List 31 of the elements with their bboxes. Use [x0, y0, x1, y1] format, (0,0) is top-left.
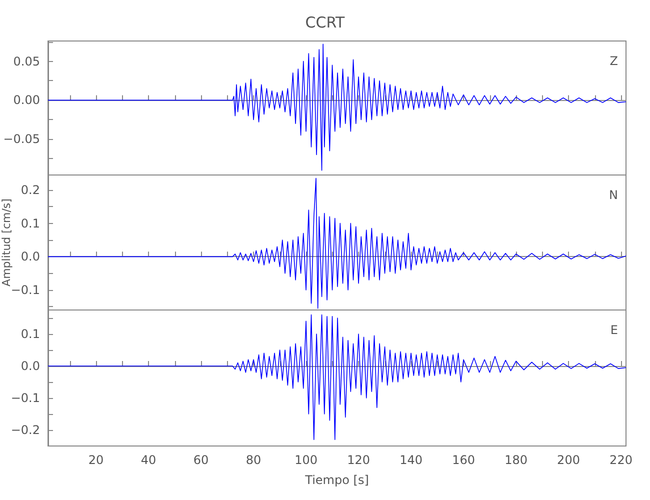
y-tick-label: −0.1 [10, 283, 40, 297]
x-tick-label: 180 [504, 453, 528, 467]
x-tick-label: 80 [246, 453, 262, 467]
x-tick-label: 100 [294, 453, 318, 467]
x-tick-label: 40 [140, 453, 156, 467]
line-series [48, 44, 626, 171]
x-tick-label: 120 [347, 453, 370, 467]
y-tick-label: 0.00 [13, 93, 40, 108]
y-tick-label: 0.1 [20, 327, 40, 341]
x-tick-label: 160 [452, 453, 475, 467]
x-axis-title: Tiempo [s] [304, 473, 369, 487]
annotation: Z [610, 54, 618, 68]
annotation: E [610, 323, 618, 337]
y-tick-label: 0.05 [13, 54, 40, 68]
y-tick-label: 0.0 [20, 359, 40, 373]
line-series [48, 178, 626, 309]
y-tick-label: −0.1 [10, 391, 40, 405]
chart-title: CCRT [305, 14, 346, 32]
y-tick-label: 0.0 [20, 250, 40, 264]
y-tick-label: 0.2 [20, 183, 40, 197]
annotation: N [609, 188, 618, 202]
y-tick-label: −0.05 [3, 132, 40, 146]
x-tick-label: 60 [193, 453, 209, 467]
x-tick-label: 140 [400, 453, 422, 467]
y-axis-title: Amplitud [cm/s] [0, 198, 13, 286]
y-tick-label: 0.1 [20, 216, 40, 230]
x-tick-label: 200 [557, 453, 580, 467]
x-tick-label: 220 [610, 453, 632, 467]
y-tick-label: −0.2 [10, 423, 40, 437]
x-tick-label: 20 [88, 453, 104, 467]
line-series [48, 314, 626, 440]
